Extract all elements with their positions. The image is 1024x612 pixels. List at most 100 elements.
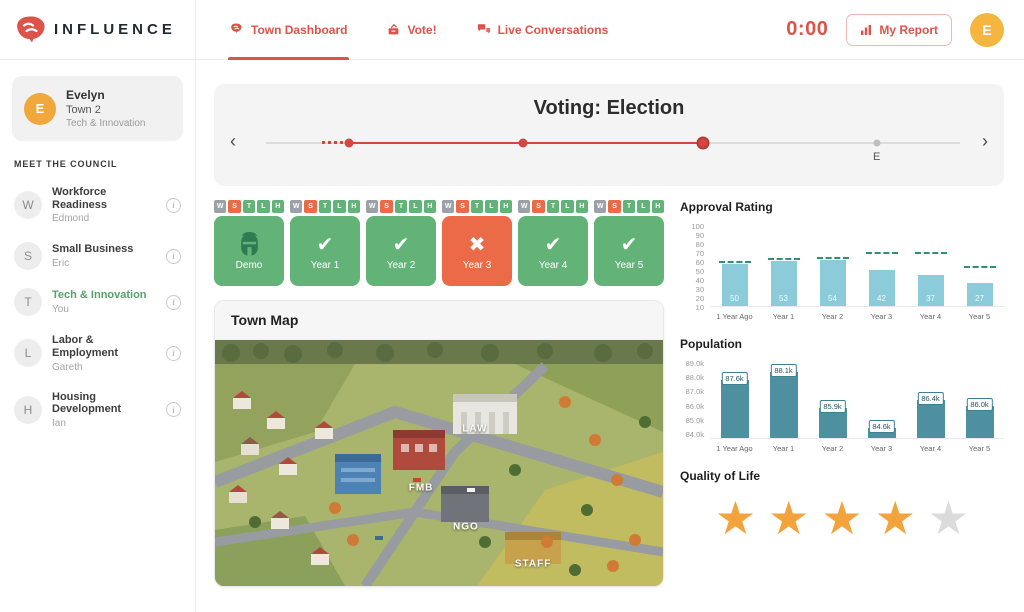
plot-area: 87.6k 88.1k 85.9k 84.6k 86.4k 86.0k — [710, 359, 1004, 439]
tab-live-conversations[interactable]: Live Conversations — [477, 0, 608, 60]
vote-icon — [387, 23, 400, 36]
info-icon[interactable]: i — [166, 248, 181, 264]
main-nav: Town Dashboard Vote! Live Conversations — [227, 0, 608, 60]
vote-badge: T — [318, 200, 332, 213]
bar-chart: 89.0k 88.0k 87.0k 86.0k 85.0k 84.0k 87.6k 88.1k… — [680, 359, 1004, 439]
years-row: W S T L H Demo W S T L H ✔ Year 1 W S T L H ✔ Year 2 W S T L H ✖ Y… — [214, 200, 665, 286]
vote-badge: W — [214, 200, 227, 213]
left-column: W S T L H Demo W S T L H ✔ Year 1 W S T L H ✔ Year 2 W S T L H ✖ Y… — [214, 200, 665, 587]
voting-panel: Voting: Election E — [214, 84, 1004, 186]
header-right: 0:00 My Report E — [786, 12, 1004, 47]
council-member-item[interactable]: H Housing Development Ian i — [0, 382, 195, 438]
spartan-helmet-icon — [237, 232, 262, 258]
vote-badge: T — [470, 200, 484, 213]
council-member-role: Workforce Readiness — [52, 186, 108, 211]
vote-badge: L — [637, 200, 650, 213]
bar-value-label: 86.0k — [966, 398, 993, 411]
council-member-item[interactable]: S Small Business Eric i — [0, 233, 195, 279]
vote-badge: T — [546, 200, 560, 213]
bar-slot: 54 — [808, 222, 857, 306]
bar — [965, 406, 994, 438]
tab-town-dashboard[interactable]: Town Dashboard — [227, 0, 350, 60]
council-member-text: Tech & Innovation You — [52, 289, 156, 315]
council-member-item[interactable]: W Workforce Readiness Edmond i — [0, 177, 195, 233]
timeline-next-button[interactable] — [982, 132, 988, 150]
year-card[interactable]: W S T L H ✔ Year 4 — [518, 200, 589, 286]
target-dash — [963, 265, 996, 268]
my-report-label: My Report — [879, 22, 938, 37]
info-icon[interactable]: i — [166, 294, 181, 310]
bar-slot: 53 — [759, 222, 808, 306]
map-location-label: NGO — [452, 521, 479, 533]
town-map-body[interactable]: LAW FMB NGO STAFF — [215, 340, 663, 586]
year-card-label: Year 5 — [614, 259, 644, 271]
vote-badge: W — [518, 200, 531, 213]
tab-vote[interactable]: Vote! — [387, 0, 437, 60]
year-card[interactable]: W S T L H ✖ Year 3 — [442, 200, 513, 286]
content-row: W S T L H Demo W S T L H ✔ Year 1 W S T L H ✔ Year 2 W S T L H ✖ Y… — [214, 200, 1004, 587]
map-location-label: FMB — [408, 482, 434, 494]
bar: 50 — [721, 263, 748, 306]
council-member-text: Small Business Eric — [52, 243, 156, 269]
target-dash — [865, 252, 898, 255]
year-card-body: ✔ Year 5 — [594, 216, 664, 286]
timeline-end-dot — [873, 139, 881, 147]
vote-badge: H — [575, 200, 589, 213]
user-avatar-button[interactable]: E — [970, 12, 1004, 47]
approval-chart: 100 90 80 70 60 50 40 30 20 10 50 53 54 42 37 27 1 Year … — [680, 222, 1004, 321]
vote-badge: S — [304, 200, 317, 213]
vote-badge: H — [651, 200, 665, 213]
bar: 42 — [868, 270, 895, 306]
vote-badge: W — [594, 200, 607, 213]
council-member-text: Workforce Readiness Edmond — [52, 186, 156, 224]
vote-badge: H — [271, 200, 285, 213]
info-icon[interactable]: i — [166, 402, 181, 418]
vote-badge: S — [456, 200, 469, 213]
council-member-role: Small Business — [52, 243, 134, 256]
timeline-dotted-segment — [321, 141, 350, 144]
bar-value-label: 85.9k — [819, 399, 846, 413]
info-icon[interactable]: i — [166, 345, 181, 361]
year-card[interactable]: W S T L H ✔ Year 5 — [594, 200, 665, 286]
my-report-button[interactable]: My Report — [846, 13, 952, 46]
bar-value-label: 87.6k — [721, 372, 748, 386]
target-dash — [816, 257, 849, 260]
vote-badge: L — [561, 200, 574, 213]
tab-label: Vote! — [407, 22, 437, 37]
approval-rating-title: Approval Rating — [680, 200, 773, 214]
year-card-body: ✔ Year 1 — [290, 216, 360, 286]
bar-slot: 87.6k — [710, 359, 759, 438]
vote-badge: W — [366, 200, 379, 213]
year-card[interactable]: W S T L H Demo — [214, 200, 285, 286]
year-card[interactable]: W S T L H ✔ Year 1 — [290, 200, 361, 286]
council-member-avatar: S — [14, 242, 42, 271]
vote-badge: T — [622, 200, 636, 213]
council-member-text: Labor & Employment Gareth — [52, 334, 156, 372]
timeline-player-label: E — [873, 151, 881, 163]
timeline-current-marker — [696, 136, 710, 150]
check-icon: ✔ — [392, 233, 410, 256]
timeline-prev-button[interactable] — [230, 132, 236, 150]
council-member-item[interactable]: L Labor & Employment Gareth i — [0, 325, 195, 381]
star-icon: ★ — [768, 492, 810, 544]
user-name: Evelyn — [66, 88, 105, 102]
influence-logo-icon — [16, 16, 46, 43]
year-card-label: Year 1 — [310, 259, 340, 271]
council-member-item[interactable]: T Tech & Innovation You i — [0, 279, 195, 325]
bar-slot: 85.9k — [808, 359, 857, 438]
info-icon[interactable]: i — [166, 197, 181, 213]
dashboard-icon — [230, 23, 244, 36]
year-card[interactable]: W S T L H ✔ Year 2 — [366, 200, 437, 286]
council-member-role: Labor & Employment — [52, 334, 119, 359]
bar: 54 — [819, 260, 846, 306]
top-bar: Town Dashboard Vote! Live Conversations 0:… — [196, 0, 1024, 60]
vote-badge: W — [442, 200, 455, 213]
sidebar-user-avatar: E — [24, 92, 56, 125]
bar-slot: 84.6k — [857, 359, 906, 438]
vote-badge: H — [499, 200, 513, 213]
quality-of-life-title: Quality of Life — [680, 469, 761, 483]
